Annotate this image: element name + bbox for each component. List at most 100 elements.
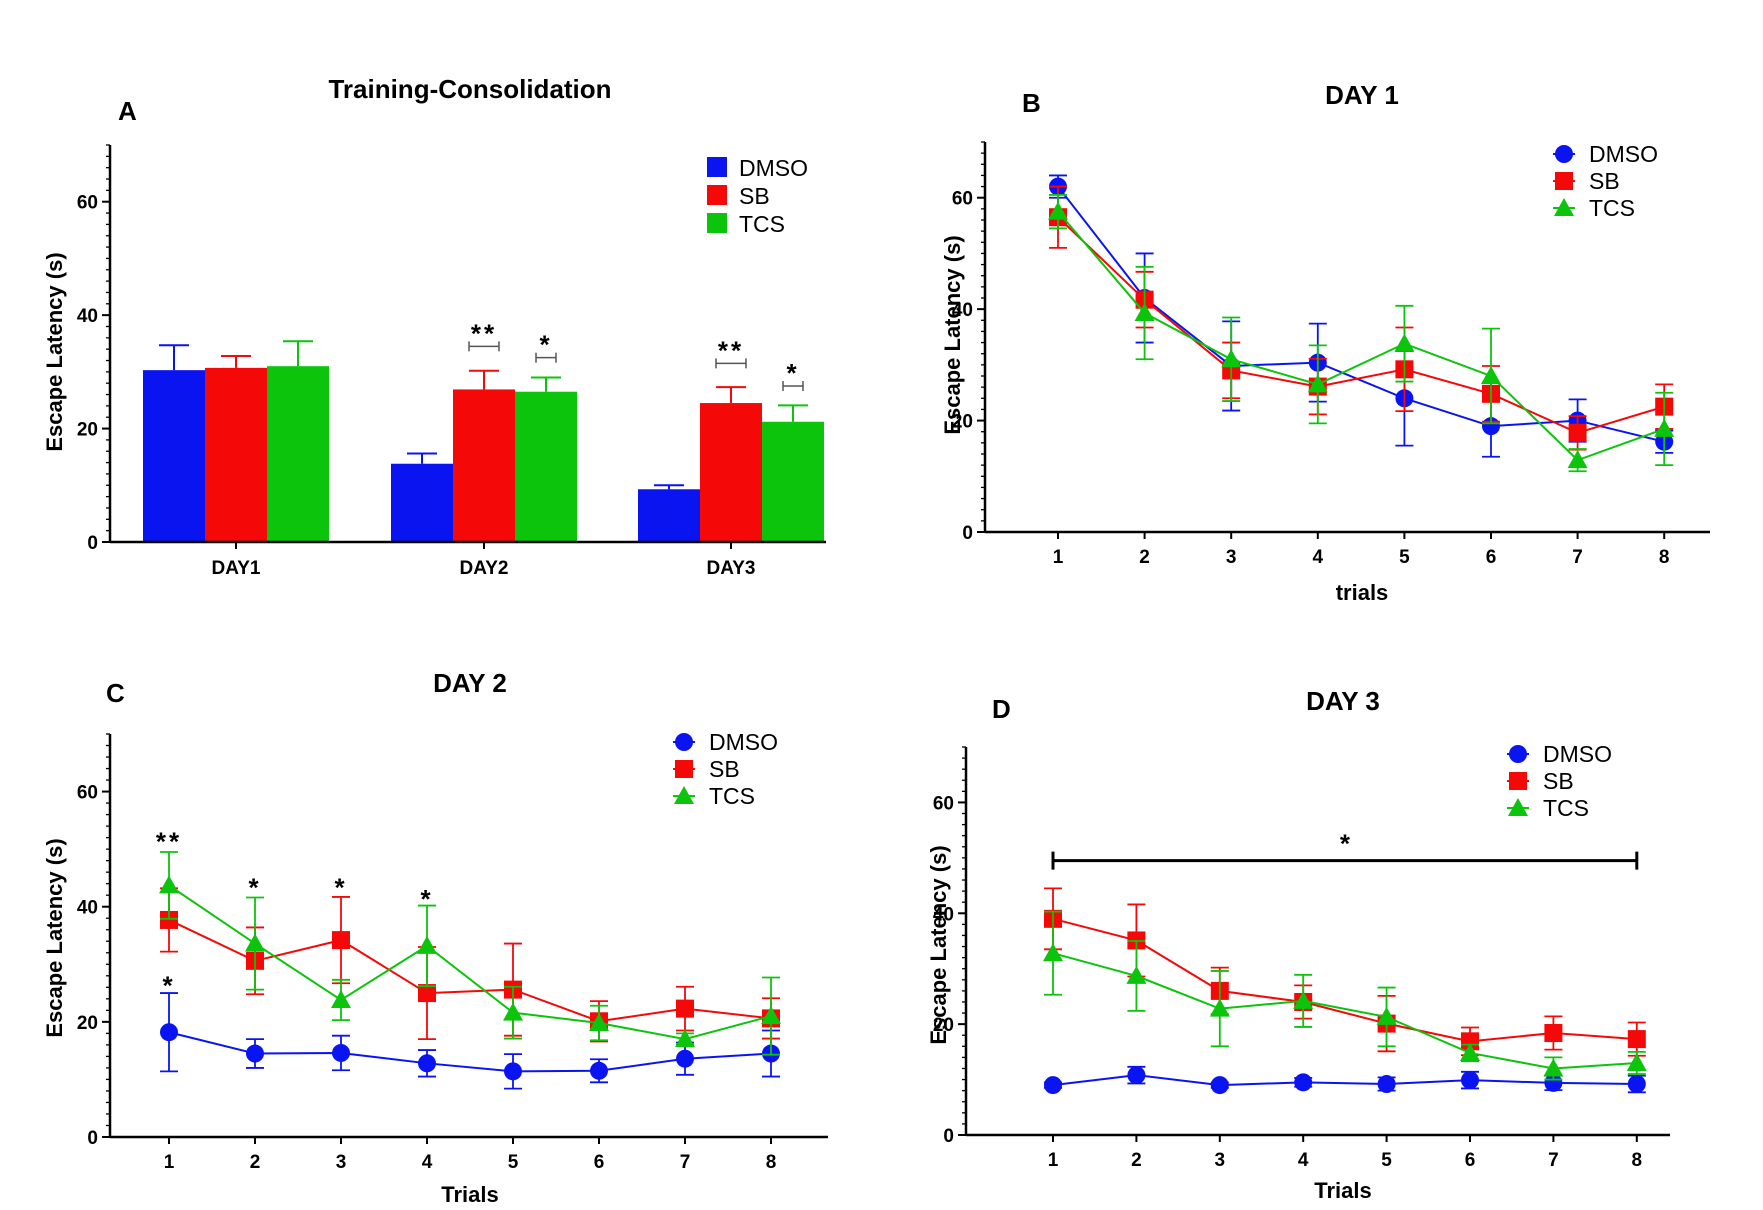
panel-d-xtick-label-8: 8	[1632, 1150, 1643, 1171]
panel-b-xtick-label-7: 7	[1572, 547, 1583, 568]
panel-c-tcs-point-1	[159, 875, 179, 894]
panel-c-tcs-point-6	[589, 1013, 609, 1032]
panel-c-line-dmso	[168, 1031, 772, 1073]
panel-c-tcs-point-4	[417, 935, 437, 954]
panel-b-legend-label-tcs: TCS	[1589, 195, 1635, 221]
panel-c-dmso-point-1	[160, 1023, 178, 1042]
panel-b-legend-item-tcs: TCS	[1553, 195, 1635, 221]
panel-b-xtick-label-3: 3	[1226, 547, 1237, 568]
panel-c-line-tcs	[168, 884, 772, 1041]
panel-b-line-dmso	[1057, 185, 1665, 443]
panel-a-significance-label-2: *	[539, 330, 552, 360]
panel-b-tcs-point-5	[1394, 333, 1415, 352]
panel-a-bar-tcs-day2	[515, 391, 577, 542]
panel-a-xtick-label-day1: DAY1	[212, 558, 261, 579]
panel-b-letter: B	[1022, 88, 1041, 118]
panel-c-ytick-label-60: 60	[77, 783, 98, 804]
panel-d-tcs-point-7	[1543, 1058, 1564, 1077]
panel-a-significance-4: *	[782, 358, 804, 392]
panel-b-title: DAY 1	[1325, 80, 1399, 110]
panel-d-ytick-label-60: 60	[933, 793, 954, 814]
panel-d-xtick-label-7: 7	[1548, 1150, 1559, 1171]
panel-b-series-tcs	[1048, 194, 1675, 473]
panel-b-xtick-label-8: 8	[1659, 547, 1670, 568]
panel-d-xtick-label-2: 2	[1131, 1150, 1142, 1171]
panel-c-title: DAY 2	[433, 668, 507, 698]
panel-c-xtick-label-1: 1	[164, 1152, 175, 1173]
panel-d-series-tcs	[1043, 910, 1647, 1081]
panel-c-dmso-point-3	[332, 1043, 350, 1062]
panel-d-ytick-label-40: 40	[933, 904, 954, 925]
panel-a-ylabel: Escape Latency (s)	[42, 252, 67, 451]
panel-b-legend-label-sb: SB	[1589, 168, 1620, 194]
panel-a-xtick-label-day2: DAY2	[460, 558, 509, 579]
panel-d-xtick-label-5: 5	[1381, 1150, 1392, 1171]
panel-b-ytick-label-60: 60	[952, 189, 973, 210]
panel-d-line-sb	[1052, 917, 1637, 1043]
panel-c-xtick-label-6: 6	[594, 1152, 605, 1173]
panel-a-legend-swatch-tcs	[707, 213, 727, 233]
panel-c-dmso-point-6	[590, 1061, 608, 1080]
panel-c: C DAY 2 Escape Latency (s) Trials 0 20 40 6…	[42, 668, 828, 1207]
panel-c-xtick-label-4: 4	[422, 1152, 433, 1173]
panel-d-letter: D	[992, 694, 1011, 724]
panel-c-ytick-label-20: 20	[77, 1013, 98, 1034]
panel-b-legend-label-dmso: DMSO	[1589, 141, 1658, 167]
panel-d-xtick-label-3: 3	[1215, 1150, 1226, 1171]
panel-c-significance-label-5: *	[420, 884, 433, 914]
panel-b-tcs-point-8	[1654, 418, 1675, 437]
panel-c-line-sb	[168, 919, 772, 1023]
panel-d-legend-item-tcs: TCS	[1507, 795, 1589, 821]
panel-c-xtick-label-5: 5	[508, 1152, 519, 1173]
panel-d-tcs-point-1	[1043, 943, 1063, 962]
panel-c-legend-label-tcs: TCS	[709, 783, 755, 809]
panel-b-tcs-point-7	[1567, 450, 1588, 469]
panel-b-legend-dmso-point-1	[1555, 145, 1573, 163]
panel-b-xtick-label-4: 4	[1313, 547, 1324, 568]
panel-a-bar-tcs-day1	[267, 366, 329, 542]
panel-a-letter: A	[118, 96, 137, 126]
panel-c-tcs-point-8	[761, 1006, 781, 1025]
panel-d-legend-sb-point-1	[1509, 772, 1527, 790]
panel-a-legend-label-sb: SB	[739, 183, 770, 209]
panel-b-legend-item-dmso: DMSO	[1553, 141, 1658, 167]
panel-d-dmso-point-1	[1044, 1076, 1062, 1095]
panel-d-dmso-point-3	[1210, 1076, 1229, 1095]
panel-d-dmso-point-6	[1461, 1071, 1479, 1090]
panel-c-dmso-point-7	[676, 1049, 694, 1068]
panel-c-legend-tcs-point-1	[674, 786, 694, 804]
panel-c-series-sb	[160, 887, 780, 1043]
panel-d-tcs-point-6	[1460, 1042, 1480, 1061]
panel-c-legend-label-sb: SB	[709, 756, 740, 782]
panel-b-tcs-point-3	[1221, 349, 1242, 368]
panel-c-sb-point-4	[418, 984, 436, 1003]
panel-a-ytick-label-40: 40	[77, 306, 98, 327]
panel-c-series-tcs	[159, 851, 781, 1056]
panel-b-tcs-point-2	[1134, 303, 1155, 322]
panel-d-significance-label-1: *	[1340, 829, 1351, 859]
panel-d-tcs-point-5	[1376, 1006, 1397, 1025]
panel-c-xtick-label-2: 2	[250, 1152, 261, 1173]
panel-d-line-dmso	[1052, 1074, 1637, 1087]
panel-d-sb-point-8	[1627, 1030, 1646, 1049]
panel-a-significance-2: *	[535, 330, 557, 363]
panel-b-legend-item-sb: SB	[1553, 168, 1620, 194]
panel-b-ylabel: Escape Latency (s)	[940, 235, 965, 434]
panel-a-xtick-label-day3: DAY3	[707, 558, 756, 579]
panel-c-letter: C	[106, 678, 125, 708]
panel-d-dmso-point-4	[1294, 1073, 1313, 1092]
panel-d-tcs-point-4	[1293, 990, 1314, 1009]
panel-d-tcs-point-3	[1209, 998, 1230, 1017]
panel-b-tcs-point-6	[1481, 366, 1501, 384]
panel-d-legend-label-sb: SB	[1543, 768, 1574, 794]
panel-c-legend-item-sb: SB	[673, 756, 740, 782]
panel-a-ytick-label-0: 0	[87, 533, 98, 554]
panel-c-significance-label-2: *	[162, 970, 175, 1000]
panel-d-sb-point-6	[1461, 1032, 1479, 1051]
panel-d-dmso-point-2	[1127, 1066, 1146, 1085]
panel-b-ytick-label-20: 20	[952, 412, 973, 433]
panel-d-dmso-point-8	[1627, 1075, 1646, 1094]
panel-c-sb-point-7	[676, 999, 694, 1018]
